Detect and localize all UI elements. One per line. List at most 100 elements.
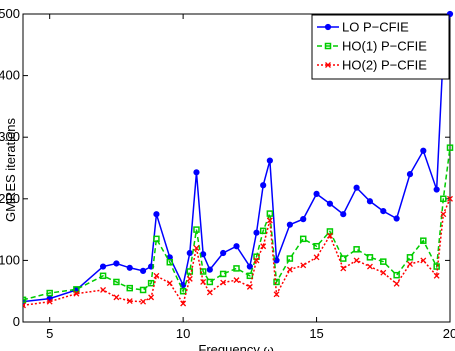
data-point (153, 211, 160, 218)
legend-entry: HO(1) P−CFIE (317, 39, 427, 54)
data-point (393, 280, 400, 287)
legend-entry: HO(2) P−CFIE (317, 58, 427, 73)
data-point (326, 228, 334, 235)
data-point (260, 182, 267, 189)
data-point (220, 279, 227, 286)
data-point (380, 208, 387, 215)
data-point (340, 211, 347, 218)
data-point (200, 279, 207, 285)
x-tick-label: 15 (309, 326, 323, 341)
data-point (180, 300, 187, 307)
data-point (353, 246, 360, 253)
data-point (99, 263, 107, 270)
data-point (186, 268, 194, 275)
data-point (73, 290, 80, 297)
data-point (147, 279, 155, 287)
x-tick-label: 20 (443, 326, 455, 341)
data-point (46, 289, 53, 297)
data-point (206, 289, 213, 296)
data-point (126, 298, 133, 305)
data-point (246, 272, 254, 280)
data-point (420, 257, 427, 264)
data-point (253, 229, 260, 236)
data-point (326, 200, 334, 207)
data-point (193, 226, 200, 233)
legend-marker (324, 42, 332, 50)
legend-marker (324, 23, 332, 31)
legend-label: HO(1) P−CFIE (342, 39, 427, 54)
data-point (266, 157, 273, 164)
series-2 (23, 144, 454, 304)
data-point (380, 258, 387, 265)
data-point (326, 232, 333, 239)
y-tick-label: 500 (0, 6, 20, 21)
data-point (406, 254, 414, 261)
x-axis-label: Frequency ω (198, 342, 273, 351)
data-point (126, 284, 133, 292)
series-3 (23, 195, 453, 309)
legend-label: HO(2) P−CFIE (342, 58, 427, 73)
x-tick-label: 10 (176, 326, 190, 341)
data-point (186, 249, 193, 257)
legend-marker (325, 62, 331, 68)
data-point (313, 254, 320, 261)
data-point (420, 237, 427, 244)
data-point (286, 221, 293, 228)
data-point (113, 260, 120, 267)
data-point (353, 184, 360, 191)
data-point (23, 296, 27, 304)
data-point (353, 257, 360, 264)
y-tick-label: 300 (0, 129, 20, 144)
data-point (300, 216, 307, 223)
data-point (233, 277, 240, 284)
data-point (206, 278, 214, 286)
data-point (220, 249, 227, 257)
data-point (193, 169, 200, 176)
data-point (393, 215, 400, 222)
data-point (253, 257, 260, 264)
data-point (166, 280, 173, 287)
data-point (193, 245, 200, 252)
data-point (206, 266, 213, 273)
y-tick-label: 0 (13, 314, 20, 329)
data-point (23, 302, 26, 309)
data-point (46, 298, 53, 305)
data-point (260, 243, 267, 250)
legend-box (311, 14, 450, 80)
data-point (406, 171, 414, 178)
data-point (266, 210, 274, 217)
data-point (233, 243, 240, 250)
data-point (266, 217, 273, 224)
data-point (99, 272, 107, 280)
data-point (113, 278, 120, 286)
legend-entries: LO P−CFIE HO(1) P−CFIE HO(2) P−CFIE (317, 20, 427, 73)
data-point (153, 235, 160, 243)
data-point (139, 267, 147, 274)
data-point (273, 257, 280, 264)
data-point (139, 286, 147, 294)
series-line (23, 198, 451, 307)
data-point (366, 263, 373, 270)
data-point (366, 254, 374, 261)
data-point (100, 287, 107, 293)
data-point (259, 227, 267, 235)
data-point (286, 266, 293, 273)
data-point (73, 286, 80, 293)
legend-entry: LO P−CFIE (317, 20, 409, 35)
data-point (286, 255, 294, 262)
data-point (366, 198, 374, 205)
data-point (433, 272, 440, 279)
data-point (299, 235, 307, 243)
data-point (166, 258, 174, 266)
y-tick-label: 100 (0, 252, 20, 267)
data-point (153, 272, 160, 279)
data-point (186, 275, 193, 282)
data-point (440, 211, 447, 218)
data-point (447, 195, 453, 202)
data-point (446, 144, 454, 151)
data-point (246, 263, 253, 270)
data-point (113, 294, 120, 301)
data-point (246, 283, 253, 290)
